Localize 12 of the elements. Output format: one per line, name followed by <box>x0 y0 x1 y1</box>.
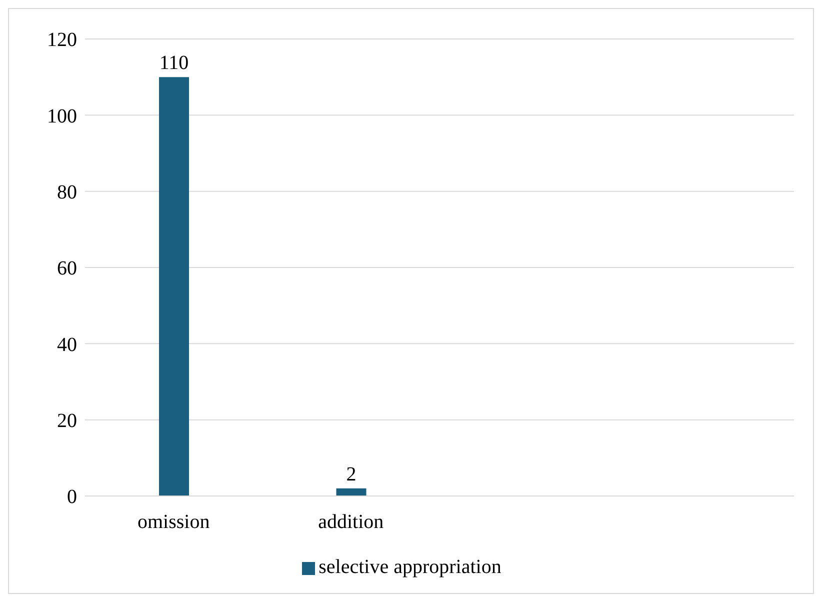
y-tick-label: 20 <box>57 410 77 432</box>
y-tick-label: 60 <box>57 258 77 280</box>
y-tick-label: 120 <box>47 29 77 52</box>
legend-label: selective appropriation <box>318 556 502 578</box>
data-label: 110 <box>159 52 189 74</box>
x-tick-label: addition <box>318 511 384 534</box>
y-tick-label: 80 <box>57 181 77 204</box>
data-label: 2 <box>346 463 356 486</box>
y-tick-label: 0 <box>67 486 77 508</box>
x-tick-label: omission <box>138 511 210 534</box>
y-tick-label: 40 <box>57 334 77 356</box>
y-tick-label: 100 <box>47 105 77 128</box>
